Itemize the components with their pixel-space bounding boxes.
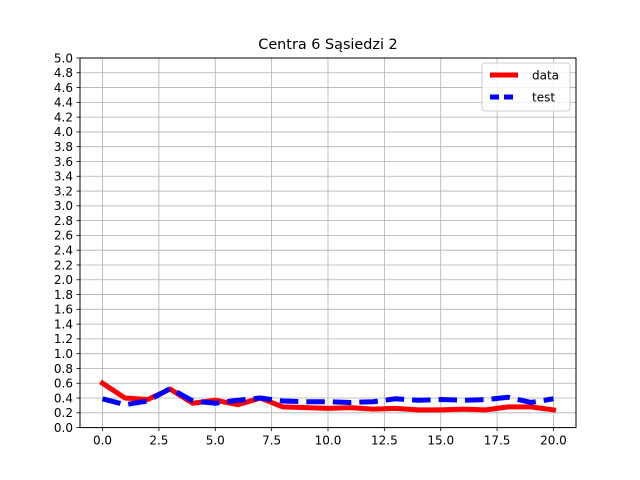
x-tick-label: 15.0 — [427, 434, 454, 448]
x-tick-label: 17.5 — [484, 434, 511, 448]
x-tick-label: 0.0 — [93, 434, 112, 448]
y-tick-label: 1.2 — [54, 332, 73, 346]
chart-title: Centra 6 Sąsiedzi 2 — [258, 37, 397, 53]
y-tick-label: 2.8 — [54, 214, 73, 228]
y-tick-label: 3.0 — [54, 199, 73, 213]
y-tick-label: 2.0 — [54, 273, 73, 287]
x-tick-label: 7.5 — [262, 434, 281, 448]
y-tick-label: 3.2 — [54, 184, 73, 198]
y-tick-label: 1.0 — [54, 347, 73, 361]
y-tick-label: 4.2 — [54, 110, 73, 124]
y-tick-label: 4.0 — [54, 125, 73, 139]
y-tick-label: 1.4 — [54, 317, 73, 331]
y-tick-label: 1.6 — [54, 303, 73, 317]
y-tick-label: 0.2 — [54, 406, 73, 420]
y-tick-label: 4.8 — [54, 66, 73, 80]
x-tick-label: 5.0 — [206, 434, 225, 448]
y-tick-label: 3.6 — [54, 155, 73, 169]
x-tick-label: 10.0 — [315, 434, 342, 448]
y-tick-label: 0.0 — [54, 421, 73, 435]
x-tick-label: 20.0 — [540, 434, 567, 448]
series-lines — [99, 379, 557, 413]
series-line-test — [101, 385, 554, 408]
x-tick-label: 12.5 — [371, 434, 398, 448]
y-tick-label: 2.6 — [54, 229, 73, 243]
y-tick-label: 0.6 — [54, 377, 73, 391]
legend: data test — [481, 62, 571, 112]
y-tick-label: 5.0 — [54, 51, 73, 65]
y-tick-label: 1.8 — [54, 288, 73, 302]
y-tick-label: 3.8 — [54, 140, 73, 154]
y-tick-label: 3.4 — [54, 170, 73, 184]
axis-ticks: 0.0 2.5 5.0 7.5 10.0 12.5 15.0 17.5 20.00.00.20.… — [54, 51, 567, 447]
y-tick-label: 0.4 — [54, 391, 73, 405]
y-tick-label: 2.2 — [54, 258, 73, 272]
y-tick-label: 2.4 — [54, 243, 73, 257]
legend-label-data: data — [532, 69, 559, 83]
y-tick-label: 4.4 — [54, 96, 73, 110]
y-tick-label: 0.8 — [54, 362, 73, 376]
y-tick-label: 4.6 — [54, 81, 73, 95]
legend-label-test: test — [532, 91, 555, 105]
x-tick-label: 2.5 — [149, 434, 168, 448]
